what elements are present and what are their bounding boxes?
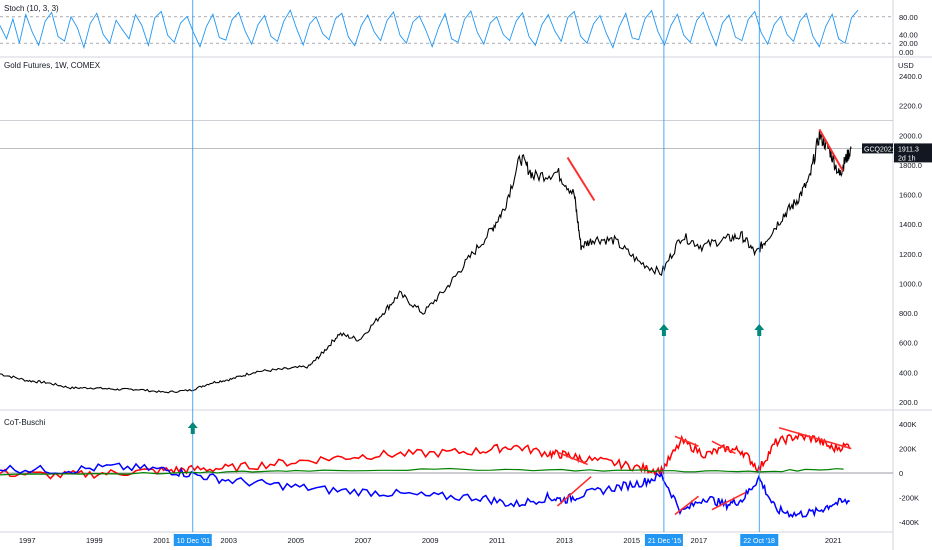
price-tick-label: 2400.0 xyxy=(899,72,922,81)
marker-date-label: 10 Dec '01 xyxy=(177,538,210,545)
marker-date-label: 21 Dec '15 xyxy=(648,538,681,545)
trend-line xyxy=(818,128,844,172)
x-tick-label: 2005 xyxy=(288,536,305,545)
cot-trend-line xyxy=(711,440,736,455)
x-tick-label: 2003 xyxy=(220,536,237,545)
x-tick-label: 1999 xyxy=(86,536,103,545)
unit-label: USD xyxy=(898,61,914,70)
marker-date-tag xyxy=(740,534,779,546)
up-arrow-icon xyxy=(658,324,669,336)
cot-commercials-line[interactable] xyxy=(0,462,851,519)
price-tick-label: 2200.0 xyxy=(899,102,922,111)
last-price-tag xyxy=(894,143,932,163)
price-tick-label: 600.0 xyxy=(899,339,918,348)
cot-large-specs-line[interactable] xyxy=(0,432,851,480)
x-tick-label: 2013 xyxy=(556,536,573,545)
marker-date-label: 22 Oct '18 xyxy=(743,538,775,545)
x-tick-label: 2009 xyxy=(422,536,439,545)
date-markers: 10 Dec '01 21 Dec '15 22 Oct '18 xyxy=(173,0,779,546)
price-tick-label: 2000.0 xyxy=(899,131,922,140)
cot-tick-label: 0 xyxy=(899,469,903,478)
price-tick-label: 1000.0 xyxy=(899,279,922,288)
cot-trend-line xyxy=(556,476,592,507)
symbol-tag xyxy=(862,143,893,154)
trend-line xyxy=(566,156,596,202)
last-price-value: 1911.3 xyxy=(898,146,919,153)
stoch-tick-label: 20.00 xyxy=(899,39,918,48)
price-tick-label: 1600.0 xyxy=(899,191,922,200)
price-tick-label: 1800.0 xyxy=(899,161,922,170)
cot-trend-line xyxy=(711,491,746,511)
cot-tick-label: 200K xyxy=(899,445,917,454)
axes: 1997 1999 2001 2003 2005 2007 2009 2011 2013 2015… xyxy=(19,536,842,545)
x-tick-label: 2021 xyxy=(825,536,842,545)
price-tick-label: 400.0 xyxy=(899,368,918,377)
last-price-countdown: 2d 1h xyxy=(898,155,916,162)
up-arrow-icon xyxy=(187,422,198,434)
cot-trend-line xyxy=(674,435,699,447)
price-tick-label: 1200.0 xyxy=(899,250,922,259)
x-tick-label: 2017 xyxy=(690,536,707,545)
x-tick-label: 1997 xyxy=(19,536,36,545)
stoch-line[interactable] xyxy=(0,9,859,50)
x-tick-label: 2001 xyxy=(153,536,170,545)
stoch-tick-label: 40.00 xyxy=(899,30,918,39)
price-title: Gold Futures, 1W, COMEX xyxy=(4,61,101,70)
cot-tick-label: -200K xyxy=(899,493,919,502)
price-tick-label: 800.0 xyxy=(899,309,918,318)
stoch-title: Stoch (10, 3, 3) xyxy=(4,4,59,13)
price-panel[interactable]: 2400.0 2200.0 2000.0 1800.0 1600.0 1400.0 1200… xyxy=(0,72,932,407)
cot-trend-line xyxy=(557,451,588,466)
marker-date-tag xyxy=(173,534,212,546)
cot-trend-line xyxy=(674,495,699,516)
cot-title: CoT-Buschi xyxy=(4,418,46,427)
x-tick-label: 2007 xyxy=(355,536,372,545)
cot-tick-label: 400K xyxy=(899,420,917,429)
price-tick-label: 1400.0 xyxy=(899,220,922,229)
gold-price-line[interactable] xyxy=(0,130,852,394)
price-tick-label: 200.0 xyxy=(899,398,918,407)
up-arrow-icon xyxy=(754,324,765,336)
cot-panel[interactable]: 400K 200K 0 -200K -400K xyxy=(0,420,919,527)
marker-date-tag xyxy=(644,534,683,546)
symbol-tag-label: GCQ2021 xyxy=(864,146,896,153)
x-tick-label: 2015 xyxy=(623,536,640,545)
stoch-tick-label: 0.00 xyxy=(899,48,914,57)
stoch-tick-label: 80.00 xyxy=(899,13,918,22)
cot-tick-label: -400K xyxy=(899,518,919,527)
x-tick-label: 2011 xyxy=(489,536,505,545)
cot-small-specs-line[interactable] xyxy=(0,467,844,476)
cot-trend-line xyxy=(778,427,852,450)
